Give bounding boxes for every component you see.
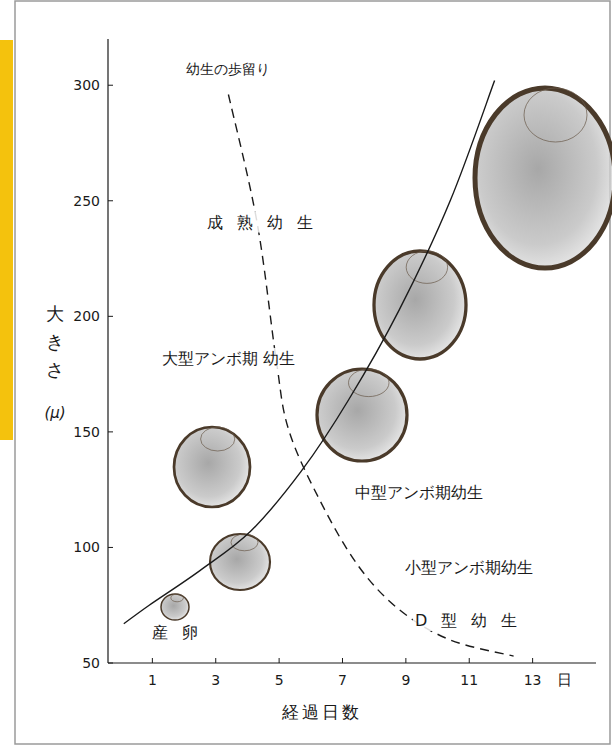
- chart: 50100150200250300135791113日経過日数大きさ(μ)幼生の…: [0, 0, 612, 746]
- x-tick: [532, 658, 533, 663]
- x-tick-label: 7: [338, 672, 347, 688]
- x-tick: [215, 658, 216, 663]
- larva-umbo: [524, 88, 587, 142]
- larva-illustration: [174, 427, 250, 507]
- larva-illustration: [210, 534, 270, 590]
- stage-label: 大型アンボ期 幼生: [162, 349, 295, 368]
- y-tick-label: 200: [73, 308, 100, 324]
- labels: 幼生の歩留り成熟幼生大型アンボ期 幼生中型アンボ期幼生小型アンボ期幼生 D型幼生産…: [150, 61, 536, 643]
- larva-illustration: [475, 88, 612, 268]
- axes: 50100150200250300135791113日経過日数: [73, 39, 596, 722]
- label-patch: [150, 622, 214, 643]
- x-tick: [152, 658, 153, 663]
- label-patch: [403, 557, 535, 578]
- x-tick-label: 1: [148, 672, 157, 688]
- y-tick-label: 100: [73, 539, 100, 555]
- larva-umbo: [201, 427, 235, 451]
- x-unit: 日: [557, 671, 572, 689]
- larva-umbo: [171, 594, 184, 602]
- y-tick: [108, 85, 113, 86]
- x-tick: [405, 658, 406, 663]
- stage-label: 中型アンボ期幼生: [355, 483, 483, 502]
- label-patch: [353, 482, 485, 503]
- label-patch: [205, 212, 329, 233]
- larva-illustration: [317, 369, 407, 461]
- x-tick-label: 9: [401, 672, 410, 688]
- stage-label: 小型アンボ期幼生: [405, 558, 533, 577]
- x-tick: [342, 658, 343, 663]
- larva-umbo: [349, 369, 390, 397]
- y-tick: [108, 663, 113, 664]
- y-axis-title: 大きさ: [46, 303, 64, 380]
- y-tick-label: 150: [73, 424, 100, 440]
- side-strip: [0, 40, 13, 440]
- larva-illustrations: [161, 88, 612, 620]
- y-axis-unit: (μ): [44, 404, 65, 422]
- y-tick-label: 300: [73, 77, 100, 93]
- x-tick: [469, 658, 470, 663]
- x-axis-title: 経過日数: [281, 702, 362, 722]
- x-axis-line: [108, 662, 596, 663]
- y-axis-line: [107, 39, 108, 663]
- x-tick-label: 13: [524, 672, 542, 688]
- x-tick-label: 3: [211, 672, 220, 688]
- stage-label: D型幼生: [415, 611, 531, 630]
- stage-label: 産卵: [152, 623, 212, 642]
- y-tick-label: 250: [73, 193, 100, 209]
- y-tick-label: 50: [82, 655, 100, 671]
- stage-label: 成熟幼生: [207, 213, 327, 232]
- label-patch: [160, 348, 297, 369]
- x-tick-label: 5: [275, 672, 284, 688]
- y-tick: [108, 431, 113, 432]
- y-tick: [108, 316, 113, 317]
- growth-curve: [124, 81, 495, 624]
- x-tick-label: 11: [460, 672, 478, 688]
- larva-illustration: [161, 594, 189, 620]
- larva-umbo: [406, 251, 447, 283]
- y-tick: [108, 200, 113, 201]
- series-label: 幼生の歩留り: [186, 61, 270, 77]
- y-tick: [108, 547, 113, 548]
- label-patch: [413, 610, 533, 631]
- x-tick: [279, 658, 280, 663]
